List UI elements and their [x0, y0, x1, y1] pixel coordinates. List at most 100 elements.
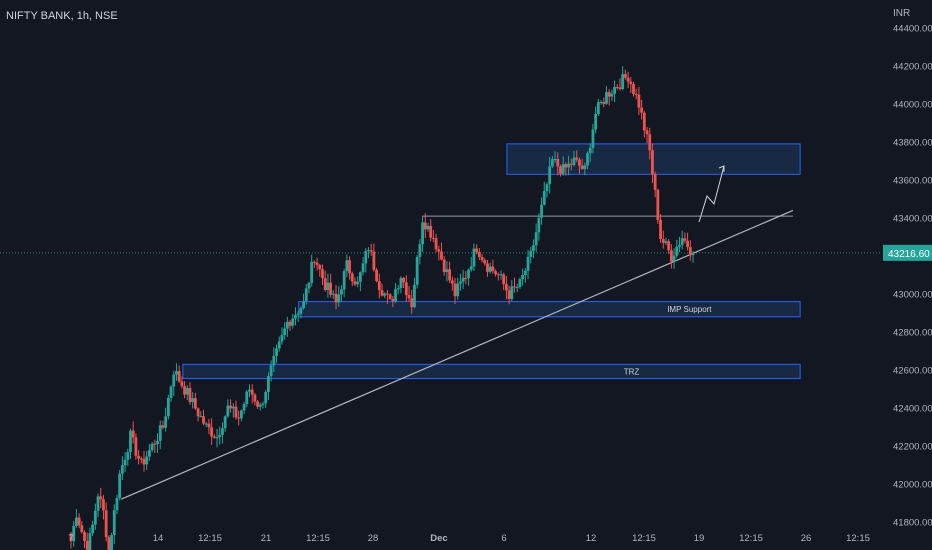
- candle-body[interactable]: [467, 269, 470, 279]
- candle-body[interactable]: [123, 459, 127, 466]
- candle-body[interactable]: [318, 264, 322, 270]
- candle-body[interactable]: [480, 256, 484, 261]
- support-trendline[interactable]: [120, 209, 794, 500]
- candle-body[interactable]: [521, 275, 525, 280]
- candle-body[interactable]: [107, 537, 111, 550]
- candle-body[interactable]: [204, 423, 208, 425]
- candle-body[interactable]: [502, 274, 506, 285]
- candle-body[interactable]: [72, 525, 76, 542]
- candle-body[interactable]: [367, 250, 370, 252]
- candle-body[interactable]: [102, 499, 105, 511]
- candle-body[interactable]: [431, 237, 435, 239]
- candle-body[interactable]: [440, 251, 443, 260]
- candle-body[interactable]: [169, 386, 173, 398]
- candle-body[interactable]: [615, 87, 619, 89]
- candle-body[interactable]: [459, 281, 462, 284]
- candle-body[interactable]: [510, 286, 514, 300]
- candle-body[interactable]: [296, 313, 300, 315]
- candle-body[interactable]: [448, 269, 452, 281]
- candle-body[interactable]: [269, 365, 273, 376]
- candle-body[interactable]: [418, 244, 422, 257]
- candle-body[interactable]: [199, 416, 203, 418]
- candle-body[interactable]: [537, 217, 541, 233]
- candle-body[interactable]: [383, 293, 387, 296]
- candle-body[interactable]: [556, 158, 560, 167]
- candle-body[interactable]: [112, 510, 116, 536]
- candle-body[interactable]: [656, 189, 660, 220]
- candle-body[interactable]: [421, 222, 424, 245]
- candle-body[interactable]: [188, 388, 192, 402]
- candle-body[interactable]: [569, 163, 573, 165]
- candle-body[interactable]: [104, 510, 108, 538]
- candle-body[interactable]: [499, 274, 503, 276]
- candle-body[interactable]: [307, 282, 311, 289]
- candle-body[interactable]: [559, 166, 562, 174]
- candle-body[interactable]: [93, 510, 97, 525]
- candle-body[interactable]: [248, 389, 251, 392]
- candle-body[interactable]: [342, 271, 346, 290]
- candle-body[interactable]: [145, 456, 149, 465]
- candle-body[interactable]: [221, 428, 224, 435]
- candle-body[interactable]: [423, 222, 427, 230]
- candle-body[interactable]: [653, 174, 657, 190]
- candle-body[interactable]: [548, 166, 552, 185]
- candle-body[interactable]: [261, 403, 265, 405]
- candle-body[interactable]: [494, 271, 497, 275]
- candle-body[interactable]: [605, 92, 608, 104]
- candle-body[interactable]: [361, 263, 365, 273]
- candle-body[interactable]: [210, 427, 214, 437]
- candle-body[interactable]: [294, 314, 297, 319]
- candle-body[interactable]: [142, 458, 146, 465]
- candle-body[interactable]: [453, 283, 457, 297]
- candle-body[interactable]: [464, 277, 468, 279]
- candle-body[interactable]: [621, 74, 625, 89]
- candle-body[interactable]: [472, 248, 476, 267]
- candle-body[interactable]: [156, 440, 159, 445]
- candle-body[interactable]: [623, 74, 627, 78]
- candle-body[interactable]: [323, 278, 327, 290]
- candle-body[interactable]: [299, 308, 303, 314]
- candle-body[interactable]: [678, 245, 681, 247]
- candle-body[interactable]: [634, 93, 638, 95]
- candle-body[interactable]: [231, 406, 235, 409]
- candle-body[interactable]: [334, 293, 338, 303]
- candle-body[interactable]: [686, 240, 689, 248]
- candle-body[interactable]: [69, 533, 73, 542]
- candle-body[interactable]: [177, 371, 181, 382]
- candle-body[interactable]: [283, 328, 287, 336]
- candle-body[interactable]: [191, 398, 195, 402]
- candle-body[interactable]: [550, 159, 554, 167]
- candle-body[interactable]: [540, 204, 543, 218]
- candle-body[interactable]: [515, 286, 519, 288]
- candle-body[interactable]: [310, 261, 314, 283]
- candle-body[interactable]: [302, 301, 305, 309]
- candle-body[interactable]: [599, 101, 603, 103]
- candle-body[interactable]: [377, 281, 381, 291]
- candle-body[interactable]: [245, 391, 249, 405]
- candle-body[interactable]: [110, 535, 113, 550]
- candle-body[interactable]: [661, 239, 665, 243]
- candle-body[interactable]: [404, 282, 408, 296]
- candle-body[interactable]: [456, 283, 460, 297]
- candle-body[interactable]: [534, 232, 538, 246]
- candle-body[interactable]: [321, 269, 324, 279]
- candle-body[interactable]: [353, 281, 357, 285]
- candle-body[interactable]: [137, 455, 141, 459]
- candle-body[interactable]: [526, 256, 530, 271]
- candle-body[interactable]: [202, 416, 205, 424]
- candle-body[interactable]: [131, 430, 135, 438]
- candle-body[interactable]: [196, 408, 200, 417]
- candle-body[interactable]: [272, 355, 276, 366]
- candle-body[interactable]: [194, 398, 197, 409]
- candle-body[interactable]: [618, 87, 622, 89]
- candle-body[interactable]: [229, 405, 232, 409]
- candle-body[interactable]: [258, 404, 262, 407]
- candle-body[interactable]: [253, 394, 257, 402]
- candle-body[interactable]: [218, 434, 222, 438]
- candle-body[interactable]: [256, 401, 259, 407]
- candle-body[interactable]: [348, 260, 351, 274]
- candle-body[interactable]: [648, 134, 652, 151]
- candle-body[interactable]: [175, 371, 178, 375]
- candle-body[interactable]: [667, 241, 671, 251]
- candle-body[interactable]: [350, 273, 354, 282]
